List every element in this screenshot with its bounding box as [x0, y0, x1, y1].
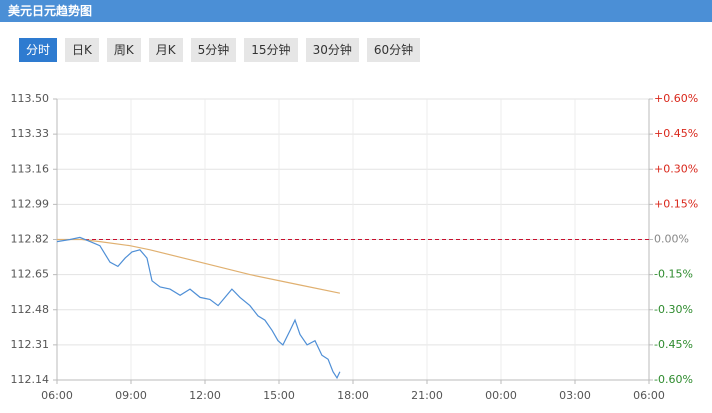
tab[interactable]: 分时: [19, 38, 58, 62]
y-tick-label: 112.48: [11, 303, 50, 316]
y2-tick-label: +0.60%: [654, 92, 698, 105]
x-tick-label: 21:00: [411, 389, 443, 402]
series-line: [56, 236, 341, 380]
x-tick-label: 15:00: [263, 389, 295, 402]
y2-tick-label: +0.15%: [654, 197, 698, 210]
y-tick-label: 112.14: [11, 373, 50, 386]
y2-tick-label: +0.30%: [654, 162, 698, 175]
x-tick-label: 06:00: [633, 389, 665, 402]
y-tick-label: 112.99: [11, 197, 50, 210]
header-title: 美元日元趋势图: [0, 0, 712, 22]
y2-tick-label: 0.00%: [654, 233, 689, 246]
tab[interactable]: 5分钟: [190, 38, 237, 62]
x-tick-label: 00:00: [485, 389, 517, 402]
tab[interactable]: 30分钟: [305, 38, 359, 62]
tab[interactable]: 15分钟: [244, 38, 298, 62]
tab[interactable]: 周K: [106, 38, 141, 62]
x-tick-label: 09:00: [115, 389, 147, 402]
x-tick-label: 06:00: [41, 389, 73, 402]
series-line: [57, 238, 341, 294]
x-tick-label: 18:00: [337, 389, 369, 402]
y-tick-label: 113.33: [11, 127, 50, 140]
y-tick-label: 112.31: [11, 338, 50, 351]
x-tick-label: 12:00: [189, 389, 221, 402]
y2-tick-label: -0.45%: [654, 338, 693, 351]
y-tick-label: 112.65: [11, 268, 50, 281]
tab[interactable]: 日K: [65, 38, 99, 62]
tab[interactable]: 月K: [148, 38, 183, 62]
y-tick-label: 113.50: [11, 92, 50, 105]
x-tick-label: 03:00: [559, 389, 591, 402]
y-tick-label: 113.16: [11, 162, 50, 175]
y2-tick-label: -0.15%: [654, 268, 693, 281]
y2-tick-label: -0.30%: [654, 303, 693, 316]
y-tick-label: 112.82: [11, 233, 50, 246]
y2-tick-label: -0.60%: [654, 373, 693, 386]
tab[interactable]: 60分钟: [366, 38, 421, 62]
y2-tick-label: +0.45%: [654, 127, 698, 140]
tab-bar: 分时 日K 周K 月K 5分钟 15分钟 30分钟 60分钟: [19, 38, 421, 62]
